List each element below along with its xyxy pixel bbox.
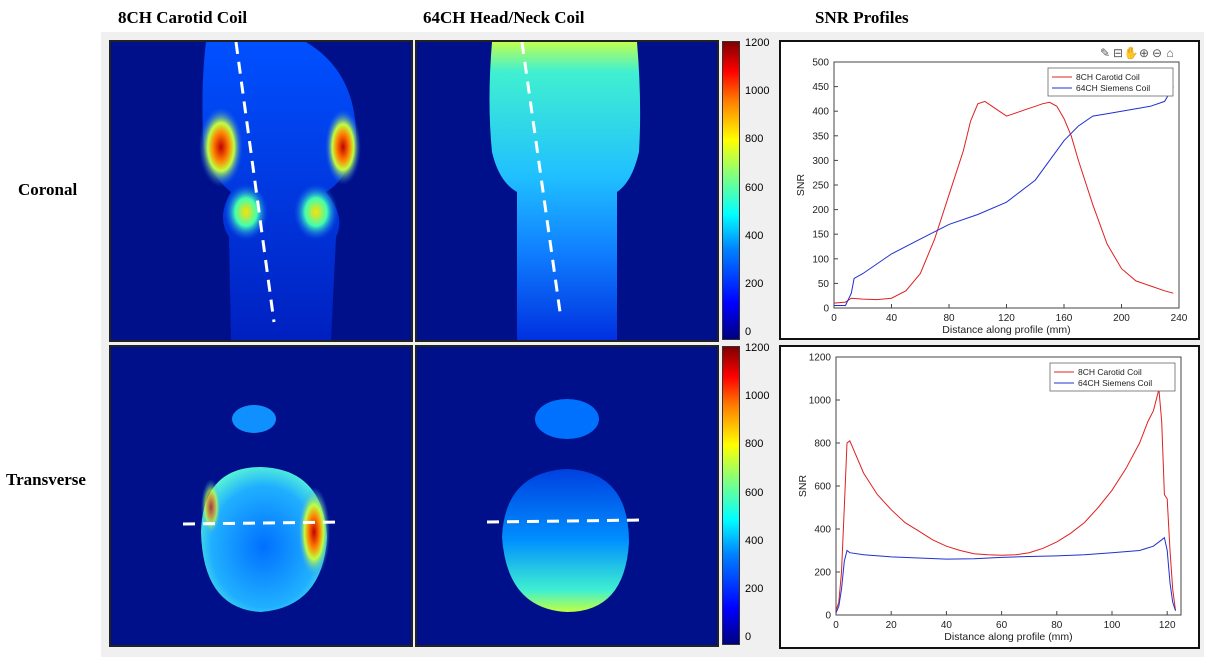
colorbar-bottom (722, 346, 740, 645)
pan-icon: ✋ (1124, 46, 1139, 60)
y-tick-label: 400 (814, 525, 831, 536)
y-tick-label: 1200 (809, 353, 832, 364)
colorbar-tick-label: 800 (745, 133, 764, 146)
x-tick-label: 0 (831, 313, 837, 324)
y-tick-label: 400 (812, 107, 829, 118)
x-tick-label: 200 (1113, 313, 1130, 324)
colorbar-tick-label: 400 (745, 534, 764, 547)
zoom-out-icon: ⊖ (1152, 46, 1162, 60)
colorbar-tick-label: 600 (745, 181, 764, 194)
colorbar-tick-label: 1200 (745, 342, 770, 354)
x-tick-label: 80 (1051, 620, 1063, 631)
legend-entry: 8CH Carotid Coil (1076, 72, 1140, 82)
coronal-8ch-snr-map (109, 40, 413, 342)
home-icon: ⌂ (1166, 46, 1173, 60)
legend-box (1047, 67, 1174, 97)
row-label-transverse: Transverse (6, 470, 86, 489)
y-tick-label: 450 (812, 82, 829, 93)
x-tick-label: 20 (886, 620, 898, 631)
x-tick-label: 100 (1104, 620, 1121, 631)
header-64ch: 64CH Head/Neck Coil (423, 8, 585, 27)
colorbar-tick-label: 0 (745, 326, 752, 338)
snr-profile-plot-coronal: 0 50 100 150 200 250 300 350 400 450 500 0 40 80 120 16… (779, 40, 1200, 340)
zoom-in-icon: ⊕ (1139, 46, 1149, 60)
header-snr-profiles: SNR Profiles (815, 8, 909, 27)
series-line-8ch (833, 100, 1174, 304)
x-tick-label: 0 (833, 620, 839, 631)
y-tick-label: 600 (814, 482, 831, 493)
legend-box (1049, 362, 1176, 392)
colorbar-tick-label: 400 (745, 229, 764, 242)
colorbar-tick-label: 800 (745, 438, 764, 451)
y-tick-label: 350 (812, 131, 829, 142)
y-tick-label: 300 (812, 156, 829, 167)
series-line-64ch (835, 536, 1176, 614)
colorbar-top (722, 41, 740, 340)
x-tick-label: 40 (941, 620, 953, 631)
y-tick-label: 50 (818, 279, 830, 290)
legend-entry: 64CH Siemens Coil (1078, 378, 1152, 388)
plot-axes-box (833, 61, 1180, 309)
snr-profile-plot-transverse: 0 200 400 600 800 1000 1200 0 20 40 60 80 100 120 Dist… (779, 345, 1200, 649)
x-axis-label: Distance along profile (mm) (944, 631, 1072, 643)
y-tick-label: 100 (812, 254, 829, 265)
colorbar-tick-label: 0 (745, 631, 752, 643)
x-tick-label: 240 (1171, 313, 1188, 324)
data-cursor-icon: ⊟ (1113, 46, 1123, 60)
colorbar-tick-label: 600 (745, 486, 764, 499)
header-8ch: 8CH Carotid Coil (118, 8, 248, 27)
series-line-64ch (834, 86, 1174, 306)
brush-icon: ✎ (1100, 46, 1110, 60)
coronal-64ch-snr-map (415, 40, 719, 342)
transverse-8ch-snr-map (109, 345, 413, 647)
x-tick-label: 120 (1159, 620, 1176, 631)
y-tick-label: 150 (812, 230, 829, 241)
y-tick-label: 0 (823, 304, 829, 315)
colorbar-tick-label: 200 (745, 582, 764, 595)
colorbar-tick-label: 1000 (745, 390, 770, 403)
plot-axes-box (835, 356, 1182, 616)
row-label-coronal: Coronal (18, 180, 78, 199)
y-tick-label: 200 (812, 205, 829, 216)
colorbar-tick-label: 1200 (745, 37, 770, 49)
x-axis-label: Distance along profile (mm) (942, 324, 1070, 336)
y-axis-label: SNR (797, 474, 809, 497)
y-axis-label: SNR (795, 173, 807, 196)
transverse-64ch-snr-map (415, 345, 719, 647)
x-tick-label: 40 (886, 313, 898, 324)
y-tick-label: 500 (812, 58, 829, 69)
y-tick-label: 800 (814, 439, 831, 450)
legend-entry: 8CH Carotid Coil (1078, 367, 1142, 377)
y-tick-label: 250 (812, 181, 829, 192)
legend-entry: 64CH Siemens Coil (1076, 83, 1150, 93)
x-tick-label: 120 (998, 313, 1015, 324)
y-tick-label: 0 (825, 611, 831, 622)
y-tick-label: 1000 (809, 396, 832, 407)
colorbar-tick-label: 200 (745, 277, 764, 290)
colorbar-tick-label: 1000 (745, 85, 770, 98)
x-tick-label: 80 (943, 313, 955, 324)
x-tick-label: 60 (996, 620, 1008, 631)
y-tick-label: 200 (814, 568, 831, 579)
x-tick-label: 160 (1056, 313, 1073, 324)
